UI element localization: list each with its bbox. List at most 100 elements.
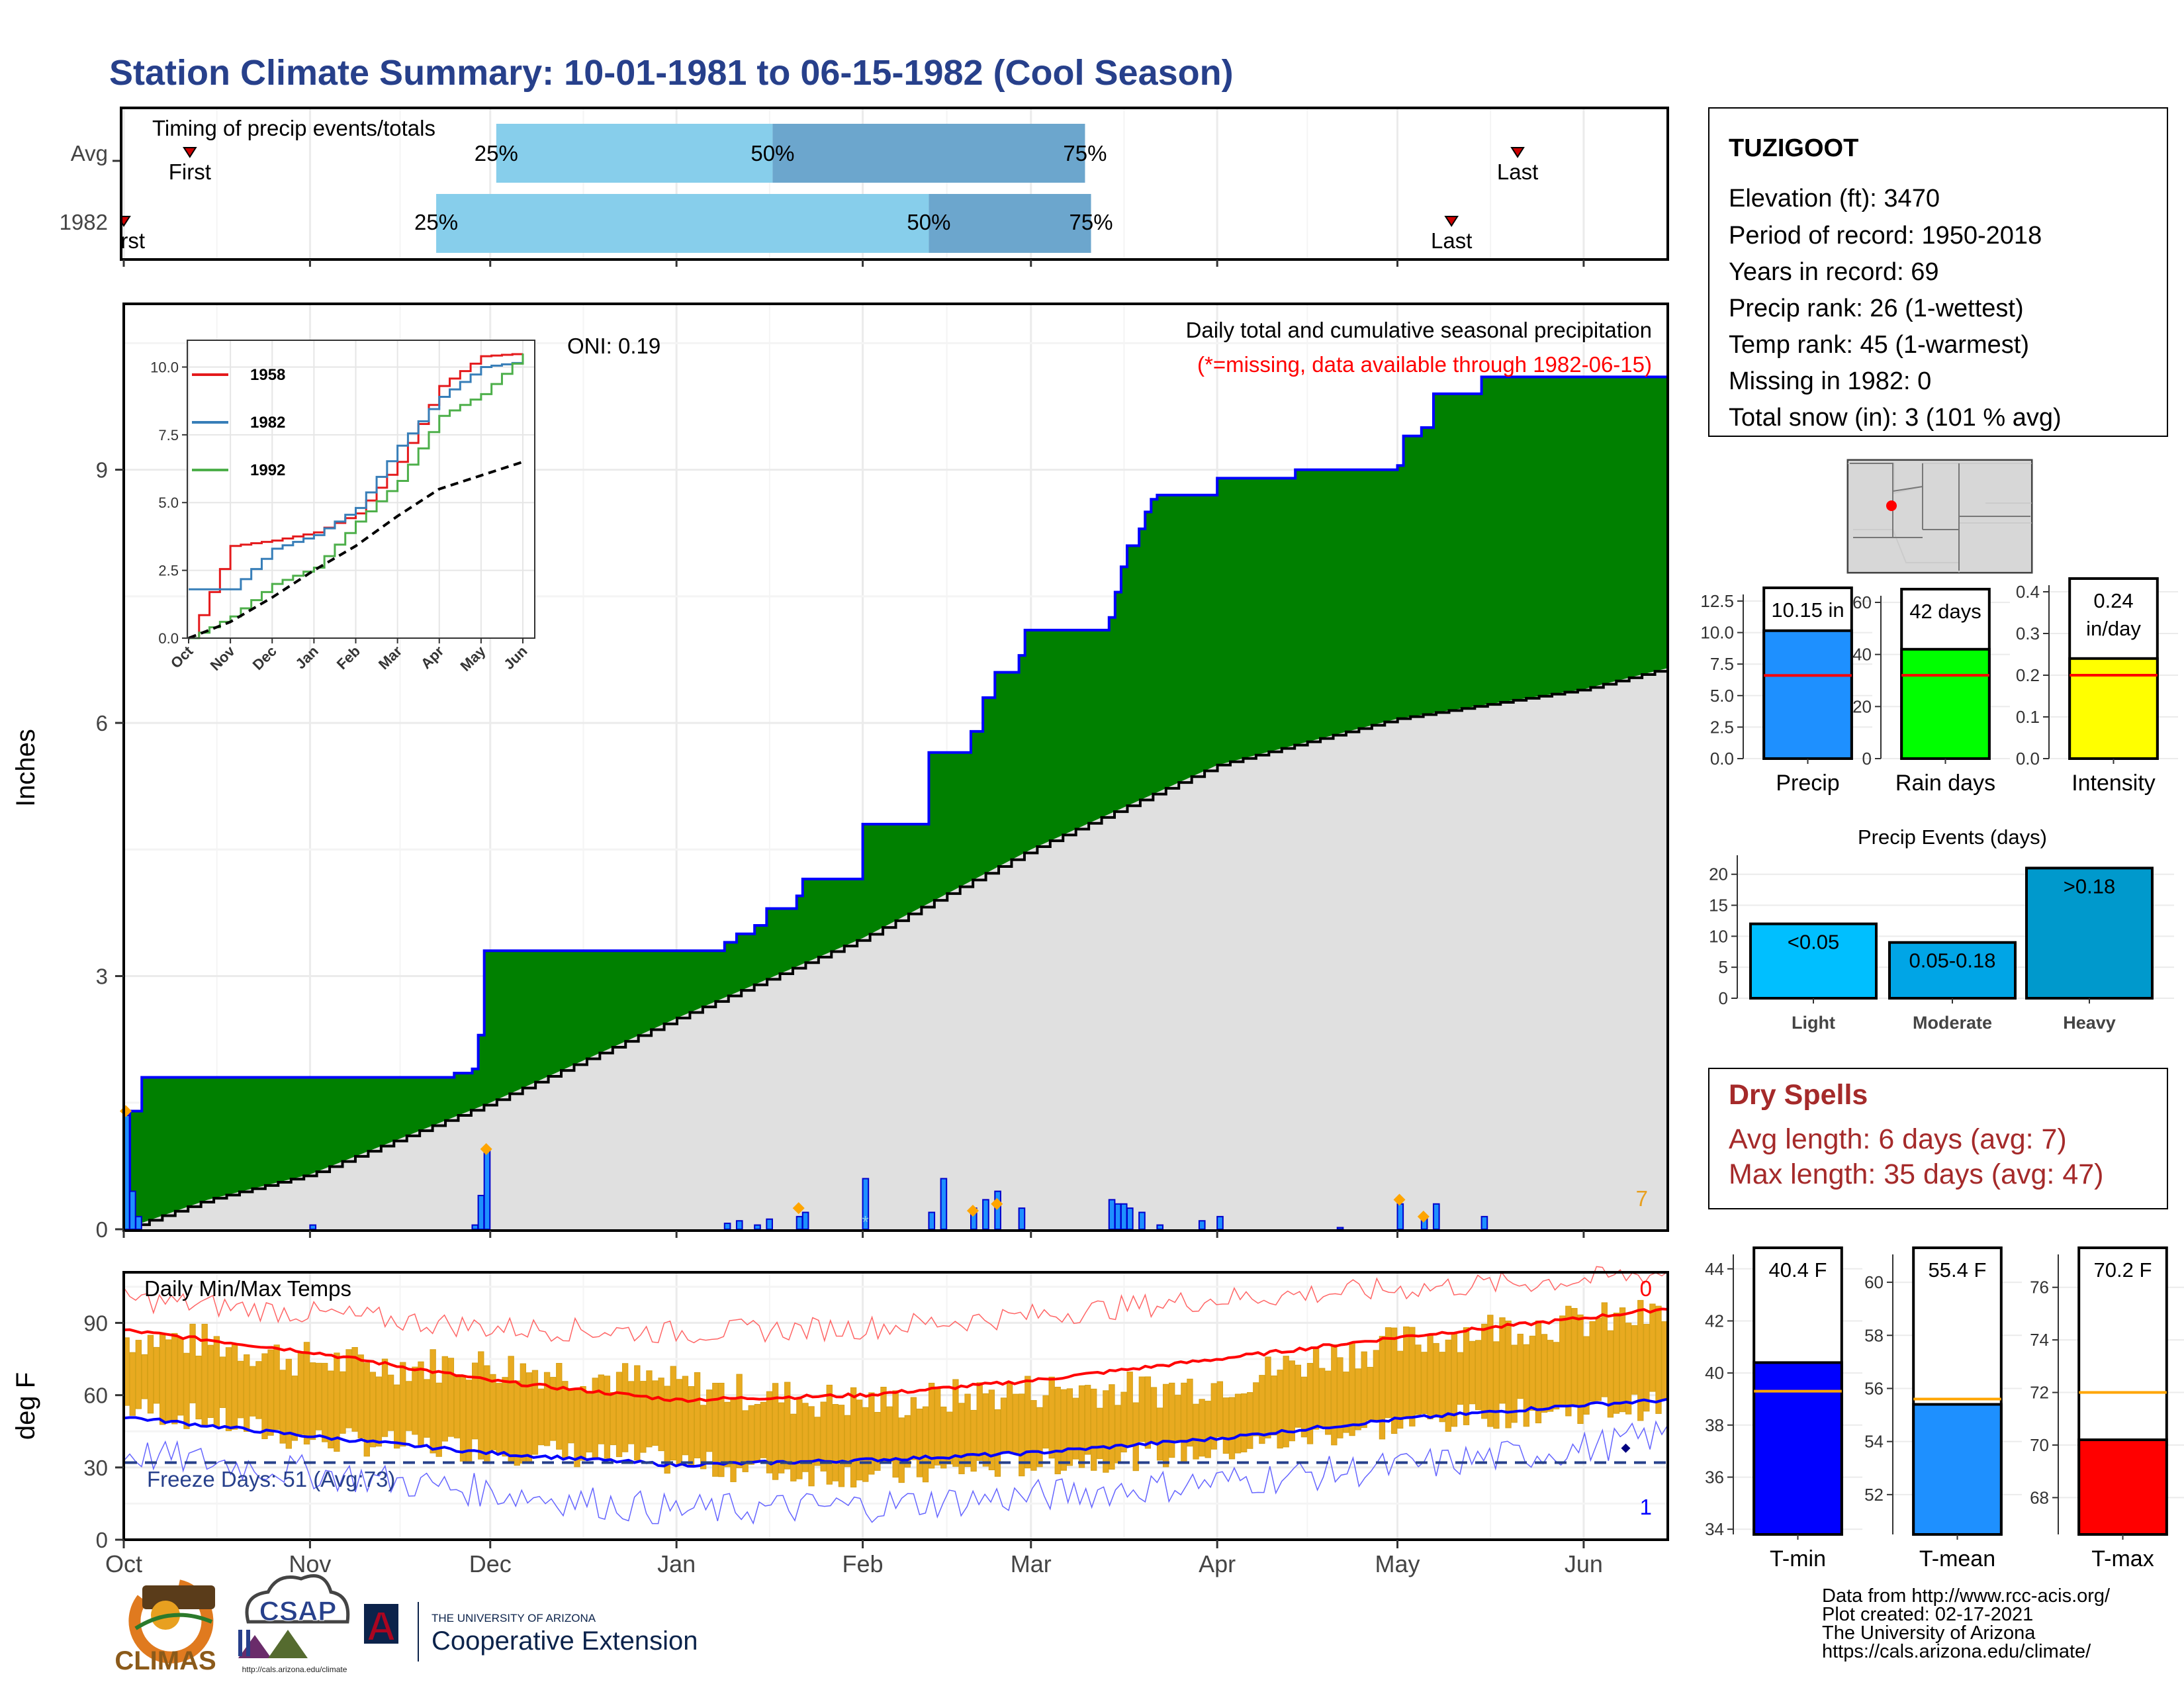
daily-temp-bar	[1283, 1356, 1289, 1448]
mini-y-tick-label: 74	[2030, 1330, 2049, 1350]
daily-temp-bar	[496, 1383, 502, 1455]
daily-temp-bar	[375, 1376, 383, 1447]
station-line-7: Total snow (in): 3 (101 % avg)	[1729, 404, 2062, 432]
daily-temp-bar	[628, 1381, 635, 1444]
daily-temp-bar	[1006, 1382, 1013, 1454]
month-tick-label: Dec	[469, 1550, 512, 1577]
daily-precip-bar	[1156, 1224, 1164, 1231]
daily-temp-bar	[1379, 1336, 1386, 1440]
temperature-panel: 0 30 60 90 Daily Min/Max Temps deg F Freeze…	[11, 1266, 1669, 1552]
daily-temp-bar	[273, 1344, 280, 1430]
mini-y-tick-label: 0.0	[2016, 749, 2040, 769]
events-x-label: Heavy	[2063, 1013, 2116, 1033]
daily-temp-bar	[207, 1344, 214, 1419]
daily-temp-bar	[1493, 1341, 1500, 1429]
daily-temp-bar	[1054, 1386, 1061, 1475]
daily-temp-bar	[159, 1333, 166, 1425]
locator-map	[1846, 459, 2033, 574]
daily-temp-bar	[1138, 1376, 1146, 1442]
daily-temp-bar	[453, 1374, 461, 1438]
daily-temp-bar	[1078, 1385, 1085, 1468]
dry-spells-avg: Avg length: 6 days (avg: 7)	[1729, 1123, 2067, 1155]
record-high-count: 0	[1640, 1276, 1652, 1301]
daily-precip-bar	[483, 1148, 491, 1231]
main-y-axis: 0 3 6 9	[96, 458, 124, 1242]
daily-temp-bar	[1097, 1407, 1103, 1460]
mini-y-tick-label: 34	[1705, 1519, 1724, 1539]
daily-temp-bar	[964, 1393, 971, 1468]
daily-temp-bar	[742, 1410, 749, 1472]
daily-precip-bar	[477, 1195, 485, 1230]
daily-temp-bar	[1331, 1344, 1338, 1446]
daily-temp-bar	[682, 1376, 689, 1456]
daily-temp-bar	[916, 1409, 923, 1477]
temp-y-axis: 0 30 60 90	[83, 1311, 124, 1552]
main-chart-title: Daily total and cumulative seasonal prec…	[1186, 318, 1652, 342]
mini-value-label-unit: in/day	[2086, 617, 2141, 640]
temp-y-tick-label: 30	[83, 1456, 108, 1480]
timing-event-label: Last	[1431, 228, 1472, 253]
temp-y-tick-label: 90	[83, 1311, 108, 1335]
mini-y-tick-label: 2.5	[1710, 717, 1734, 737]
daily-temp-bar	[1535, 1320, 1542, 1424]
daily-temp-bar	[1030, 1400, 1037, 1471]
timing-bar-50-75	[772, 124, 1085, 183]
daily-temp-bar	[1625, 1323, 1632, 1415]
mini-value-label: 0.24	[2093, 589, 2133, 612]
timing-bar-25-50	[436, 194, 929, 253]
daily-temp-bar	[1295, 1364, 1302, 1428]
daily-temp-bar	[328, 1370, 334, 1448]
daily-temp-bar	[670, 1366, 676, 1461]
daily-temp-bar	[1109, 1384, 1115, 1470]
snow-marker	[1393, 1194, 1406, 1206]
timing-event-marker	[1510, 147, 1525, 158]
daily-temp-bar	[303, 1342, 310, 1445]
inset-lines	[188, 353, 524, 639]
timing-percentile-label: 25%	[414, 210, 458, 234]
climatology-area	[124, 668, 1668, 1229]
daily-temp-bar	[255, 1361, 262, 1419]
timing-percentile-label: 75%	[1063, 141, 1107, 165]
inset-y-tick-label: 7.5	[158, 427, 179, 444]
daily-temp-bar	[892, 1390, 899, 1478]
daily-precip-bar	[1138, 1211, 1146, 1231]
temp-panel-label: Daily Min/Max Temps	[144, 1276, 351, 1301]
daily-temp-bar	[1253, 1382, 1259, 1436]
daily-temp-bar	[838, 1405, 845, 1487]
daily-temp-bar	[1036, 1407, 1043, 1468]
daily-temp-bar	[406, 1381, 412, 1431]
daily-temp-bar	[387, 1374, 394, 1431]
daily-temp-bar	[1000, 1397, 1007, 1454]
daily-temp-bar	[640, 1381, 647, 1453]
daily-precip-bar	[1216, 1215, 1224, 1230]
main-y-label: Inches	[11, 729, 40, 807]
daily-temp-bar	[441, 1356, 448, 1442]
mini-x-label: Rain days	[1895, 771, 1995, 796]
daily-temp-bar	[244, 1354, 250, 1432]
daily-temp-bar	[177, 1337, 184, 1416]
station-info-box: TUZIGOOT Elevation (ft): 3470 Period of …	[1708, 107, 2168, 437]
daily-temp-bar	[1589, 1321, 1596, 1402]
inset-y-tick-label: 0.0	[158, 630, 179, 647]
daily-temp-bar	[1523, 1344, 1529, 1427]
daily-temp-bar	[862, 1407, 869, 1482]
events-y-tick-label: 15	[1709, 896, 1728, 915]
inset-legend-label: 1982	[250, 414, 285, 432]
csap-url: http://cals.arizona.edu/climate	[242, 1665, 347, 1674]
mini-y-tick-label: 10.0	[1700, 623, 1734, 643]
daily-temp-bar	[994, 1409, 1001, 1477]
inset-series-line	[189, 353, 524, 639]
daily-temp-bar	[730, 1398, 737, 1482]
daily-precip-bar	[309, 1224, 317, 1231]
station-line-4: Precip rank: 26 (1-wettest)	[1729, 295, 2024, 322]
daily-temp-bar	[586, 1393, 592, 1453]
y-tick-label: 0	[96, 1217, 108, 1242]
mini-y-tick-label: 60	[1852, 592, 1872, 612]
daily-temp-bar	[1126, 1372, 1133, 1446]
daily-temp-bar	[1619, 1307, 1626, 1413]
daily-temp-bar	[784, 1382, 791, 1470]
daily-temp-bar	[1024, 1376, 1031, 1469]
daily-precip-bar	[940, 1178, 948, 1230]
daily-precip-bar	[1432, 1203, 1440, 1230]
daily-precip-bar	[796, 1215, 803, 1230]
